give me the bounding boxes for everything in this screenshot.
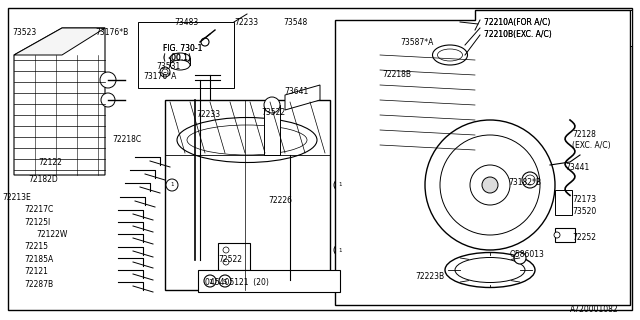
Circle shape <box>264 97 280 113</box>
Ellipse shape <box>177 117 317 163</box>
Text: 1: 1 <box>339 247 342 252</box>
Text: 73641: 73641 <box>284 87 308 96</box>
Text: 72122: 72122 <box>38 158 62 167</box>
Text: Q586013: Q586013 <box>510 250 545 259</box>
Circle shape <box>204 275 216 287</box>
Text: 72287B: 72287B <box>24 280 53 289</box>
Circle shape <box>470 165 510 205</box>
Circle shape <box>440 135 540 235</box>
Text: 72252: 72252 <box>572 233 596 242</box>
Circle shape <box>514 252 526 264</box>
Text: 73522: 73522 <box>261 108 285 117</box>
Text: 72233: 72233 <box>234 18 258 27</box>
Text: 72210B(EXC. A/C): 72210B(EXC. A/C) <box>484 30 552 39</box>
Circle shape <box>219 275 231 287</box>
Circle shape <box>525 175 535 185</box>
Bar <box>138 22 234 88</box>
Text: 72128: 72128 <box>572 130 596 139</box>
Text: 72185A: 72185A <box>24 255 53 264</box>
Text: 1: 1 <box>170 182 173 188</box>
Circle shape <box>522 172 538 188</box>
Text: (EXC. A/C): (EXC. A/C) <box>572 141 611 150</box>
Text: 73176*B: 73176*B <box>95 28 128 37</box>
Ellipse shape <box>187 125 307 155</box>
Text: ( -00.1): ( -00.1) <box>163 53 191 62</box>
Bar <box>218 243 250 270</box>
Circle shape <box>223 259 229 265</box>
Text: 72125I: 72125I <box>24 218 51 227</box>
Text: 72121: 72121 <box>24 267 48 276</box>
Circle shape <box>223 247 229 253</box>
Ellipse shape <box>438 49 463 61</box>
Text: 73587*A: 73587*A <box>400 38 433 47</box>
Text: FIG. 730-1: FIG. 730-1 <box>163 44 202 53</box>
Circle shape <box>160 67 170 77</box>
Circle shape <box>201 38 209 46</box>
Ellipse shape <box>170 60 190 70</box>
Polygon shape <box>285 85 320 110</box>
Bar <box>480 10 632 46</box>
Text: 73176*A: 73176*A <box>143 72 177 81</box>
Circle shape <box>286 276 294 284</box>
Text: 72217C: 72217C <box>24 205 53 214</box>
Text: 72210A(FOR A/C): 72210A(FOR A/C) <box>484 18 550 27</box>
Circle shape <box>425 120 555 250</box>
Text: 73441: 73441 <box>565 163 589 172</box>
Circle shape <box>482 177 498 193</box>
Ellipse shape <box>455 258 525 283</box>
Ellipse shape <box>445 252 535 287</box>
Text: A720001082: A720001082 <box>570 305 619 314</box>
Text: 1: 1 <box>339 182 342 188</box>
Text: 045405121  (20): 045405121 (20) <box>205 278 269 287</box>
Text: 72215: 72215 <box>24 242 48 251</box>
Circle shape <box>162 69 168 75</box>
Text: 73523: 73523 <box>12 28 36 37</box>
Text: 72223B: 72223B <box>415 272 444 281</box>
Circle shape <box>334 179 346 191</box>
Text: 72122W: 72122W <box>36 230 67 239</box>
Text: 72182D: 72182D <box>28 175 58 184</box>
Circle shape <box>100 72 116 88</box>
Ellipse shape <box>433 45 467 65</box>
Polygon shape <box>14 28 105 55</box>
Polygon shape <box>335 10 630 305</box>
Text: 72233: 72233 <box>196 110 220 119</box>
Text: 72522: 72522 <box>218 255 242 264</box>
Circle shape <box>334 244 346 256</box>
Text: 73520: 73520 <box>572 207 596 216</box>
Circle shape <box>554 232 560 238</box>
Ellipse shape <box>170 53 190 63</box>
Text: 73531: 73531 <box>156 62 180 71</box>
Text: 72226: 72226 <box>268 196 292 205</box>
Text: ( -00.1): ( -00.1) <box>163 54 191 63</box>
Text: 1: 1 <box>208 278 212 284</box>
Text: 72218B: 72218B <box>382 70 411 79</box>
Text: 72218C: 72218C <box>112 135 141 144</box>
Bar <box>555 228 575 242</box>
Text: 73182*B: 73182*B <box>508 178 541 187</box>
Circle shape <box>101 93 115 107</box>
Bar <box>198 270 340 292</box>
Text: 73548: 73548 <box>283 18 307 27</box>
Text: 72210B(EXC. A/C): 72210B(EXC. A/C) <box>484 30 552 39</box>
Bar <box>165 100 330 290</box>
Text: 72210A(FOR A/C): 72210A(FOR A/C) <box>484 18 550 27</box>
Bar <box>555 190 572 215</box>
Text: FIG. 730-1: FIG. 730-1 <box>163 44 202 53</box>
Text: 73483: 73483 <box>174 18 198 27</box>
Text: 72173: 72173 <box>572 195 596 204</box>
Circle shape <box>166 179 178 191</box>
Polygon shape <box>14 28 105 175</box>
Text: 72213E: 72213E <box>2 193 31 202</box>
Text: S: S <box>223 278 227 284</box>
Bar <box>264 105 280 155</box>
